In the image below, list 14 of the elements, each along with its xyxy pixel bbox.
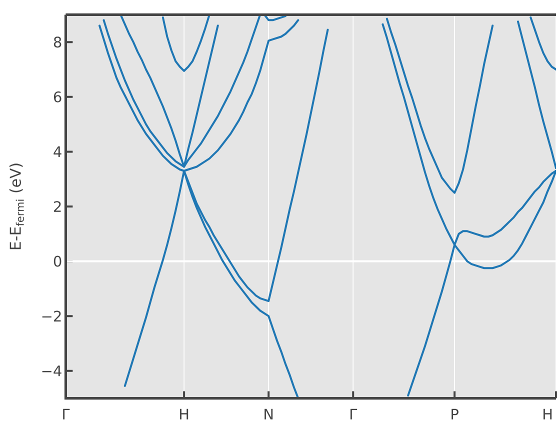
y-tick-label: −2	[42, 310, 61, 322]
y-tick-label: 0	[54, 256, 62, 267]
x-tick-label: P	[452, 408, 458, 420]
x-tick-label: H	[544, 408, 552, 420]
x-tick-label: H	[180, 408, 188, 420]
y-axis-title: E-E$_{fermi}$ (eV)	[9, 164, 24, 250]
y-tick-label: 2	[54, 201, 61, 212]
x-tick-label: N	[264, 408, 273, 420]
x-tick-label: Γ	[63, 408, 70, 420]
y-tick-label: 4	[54, 146, 62, 157]
y-tick-label: −4	[42, 366, 62, 376]
x-tick-label: Γ	[350, 408, 358, 420]
y-tick-label: 8	[54, 36, 62, 48]
y-tick-label: 6	[54, 91, 62, 102]
